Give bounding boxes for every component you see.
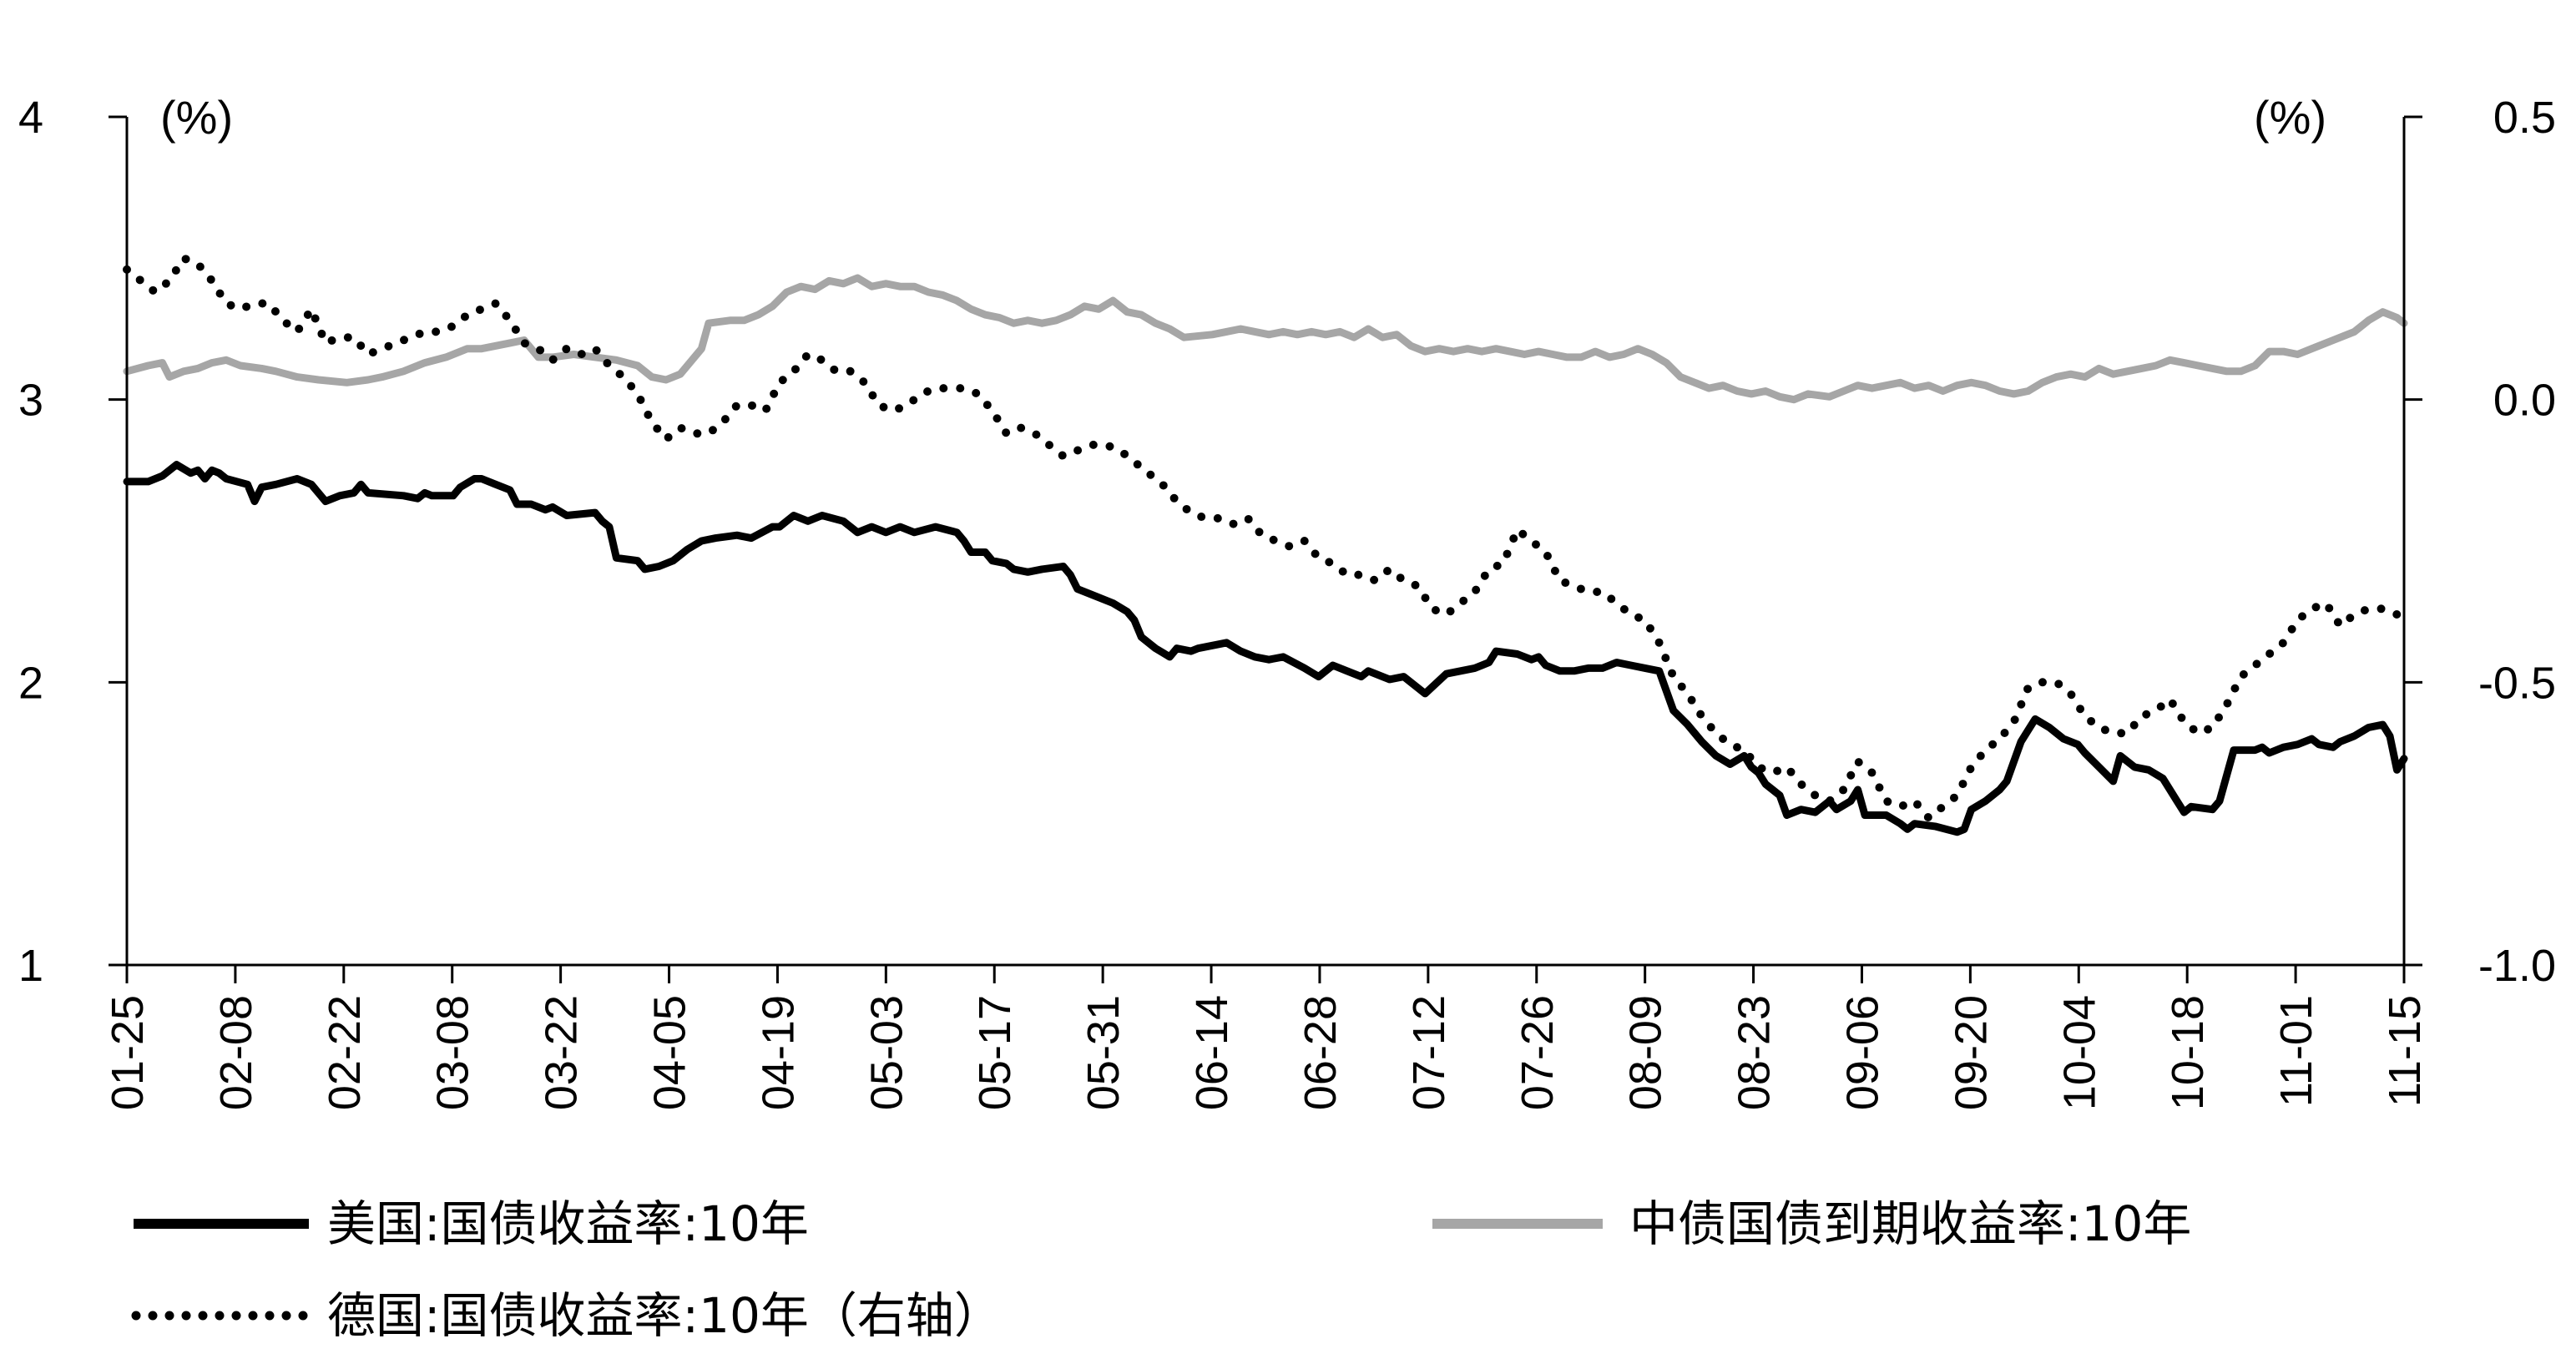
legend: 美国:国债收益率:10年 中债国债到期收益率:10年德国:国债收益率:10年（右轴…: [131, 1195, 2191, 1344]
right-tick-label: -0.5: [2478, 658, 2556, 708]
right-tick-label: 0.5: [2493, 93, 2556, 143]
left-tick-label: 3: [18, 376, 43, 426]
x-tick-label: 05-03: [861, 995, 912, 1110]
x-tick-label: 10-18: [2163, 995, 2213, 1110]
x-tick-label: 03-08: [428, 995, 478, 1110]
x-tick-label: 08-23: [1730, 995, 1780, 1110]
legend-label-us: 美国:国债收益率:10年: [327, 1195, 809, 1252]
legend-label-china: 中债国债到期收益率:10年: [1629, 1195, 2191, 1252]
left-tick-label: 4: [18, 93, 43, 143]
left-tick-label: 1: [18, 941, 43, 991]
x-tick-label: 11-01: [2271, 995, 2321, 1107]
x-tick-label: 02-08: [211, 995, 261, 1110]
right-axis-unit: (%): [2254, 91, 2326, 144]
series-line-0: [123, 461, 2408, 836]
series-line-1: [123, 274, 2408, 404]
axes: 4 3 2 1 0.5 0.0 -0.5 -1.0 (%) (%) 01-25 02-08 02-22 0…: [18, 91, 2556, 1110]
x-tick-label: 05-17: [970, 995, 1020, 1110]
left-tick-label: 2: [18, 658, 43, 708]
x-tick-label: 09-06: [1837, 995, 1887, 1110]
x-tick-label: 06-28: [1296, 995, 1346, 1110]
x-tick-label: 11-15: [2380, 995, 2430, 1107]
x-tick-label: 09-20: [1946, 995, 1996, 1110]
x-tick-label: 07-12: [1404, 995, 1454, 1110]
x-tick-label: 07-26: [1513, 995, 1563, 1110]
left-axis-unit: (%): [160, 91, 233, 144]
x-tick-label: 01-25: [103, 995, 153, 1110]
x-tick-label: 02-22: [320, 995, 370, 1110]
legend-label-germany: 德国:国债收益率:10年（右轴）: [327, 1287, 1003, 1344]
right-tick-label: 0.0: [2493, 376, 2556, 426]
series-line-2: [123, 254, 2408, 822]
right-tick-label: -1.0: [2478, 941, 2556, 991]
x-tick-label: 06-14: [1187, 995, 1237, 1110]
x-tick-label: 10-04: [2054, 995, 2104, 1110]
x-tick-label: 05-31: [1078, 995, 1129, 1110]
plot-area: [123, 254, 2408, 836]
x-tick-label: 03-22: [537, 995, 587, 1110]
x-tick-label: 04-05: [645, 995, 695, 1110]
x-tick-label: 08-09: [1621, 995, 1671, 1110]
x-tick-label: 04-19: [753, 995, 803, 1110]
